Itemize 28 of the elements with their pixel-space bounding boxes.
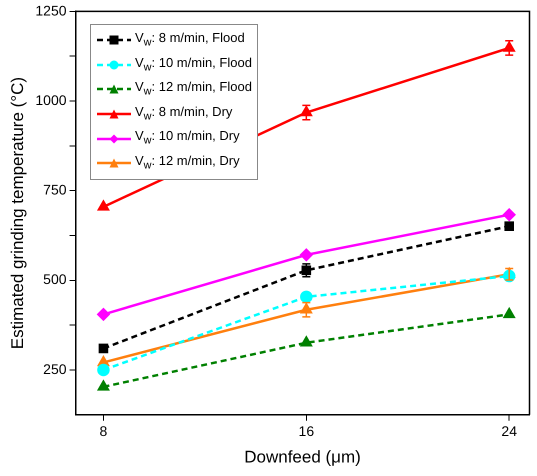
y-tick-label: 750 [43, 182, 67, 198]
legend-label: V$_{w}$: 8 m/min, Dry [135, 102, 232, 124]
y-tick-label: 1000 [35, 92, 67, 108]
point [502, 208, 516, 221]
point [300, 336, 312, 346]
legend-label: V$_{w}$: 12 m/min, Dry [135, 152, 240, 174]
point [98, 344, 108, 354]
point [97, 308, 110, 321]
legend-label: V$_{w}$: 10 m/min, Dry [135, 127, 240, 149]
x-tick-label: 16 [298, 423, 314, 440]
y-axis-title: Estimated grinding temperature (°C) [8, 76, 27, 350]
legend-label: V$_{w}$: 12 m/min, Flood [135, 78, 252, 100]
x-tick-label: 24 [501, 423, 518, 440]
y-tick-label: 250 [43, 360, 67, 377]
point [98, 380, 110, 391]
y-tick-label: 500 [43, 271, 67, 288]
point [300, 290, 313, 304]
point [504, 308, 515, 318]
x-tick-label: 8 [100, 423, 108, 440]
x-axis-title: Downfeed (μm) [244, 447, 361, 466]
point [300, 248, 313, 262]
point [98, 200, 110, 211]
point [300, 106, 312, 116]
legend-label: V$_{w}$: 8 m/min, Flood [135, 29, 245, 51]
point [97, 364, 110, 376]
point [504, 221, 514, 231]
y-tick-label: 1250 [35, 2, 67, 18]
legend-label: V$_{w}$: 10 m/min, Flood [135, 54, 252, 76]
